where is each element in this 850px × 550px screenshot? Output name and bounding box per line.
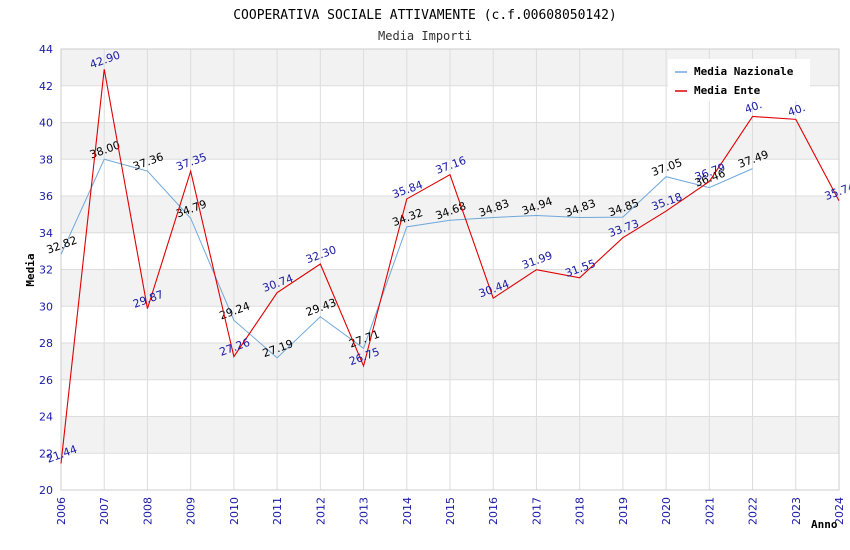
plot-area [60, 48, 840, 491]
y-tick-label: 40 [39, 117, 53, 130]
series-line-media-nazionale [60, 158, 753, 359]
data-label-media-ente: 32.30 [304, 243, 338, 266]
x-tick-label: 2010 [228, 497, 241, 525]
chart-subtitle: Media Importi [378, 29, 472, 43]
x-tick-label: 2008 [141, 497, 154, 525]
series-group: 32.8238.0037.3634.7929.2427.1929.4327.71… [45, 48, 850, 465]
x-tick-label: 2016 [487, 497, 500, 525]
y-tick-label: 26 [39, 374, 53, 387]
x-tick-label: 2011 [271, 497, 284, 525]
x-tick-label: 2024 [833, 497, 846, 525]
chart-title: COOPERATIVA SOCIALE ATTIVAMENTE (c.f.006… [233, 8, 617, 23]
x-tick-label: 2020 [660, 497, 673, 525]
y-tick-label: 20 [39, 484, 53, 497]
y-tick-label: 36 [39, 190, 53, 203]
data-label-media-ente: 40. [786, 101, 807, 119]
y-tick-label: 28 [39, 337, 53, 350]
x-tick-label: 2017 [530, 497, 543, 525]
series-line-media-ente [60, 69, 840, 464]
x-tick-label: 2013 [358, 497, 371, 525]
y-tick-label: 24 [39, 411, 53, 424]
x-tick-label: 2007 [98, 497, 111, 525]
y-tick-label: 22 [39, 447, 53, 460]
data-label-media-ente: 31.99 [520, 249, 554, 272]
x-tick-label: 2022 [747, 497, 760, 525]
x-tick-label: 2021 [703, 497, 716, 525]
y-axis-ticks: 20 22 24 26 28 30 32 34 36 38 40 42 44 [39, 43, 53, 497]
y-tick-label: 32 [39, 264, 53, 277]
data-label-media-ente: 35.74 [823, 180, 850, 203]
legend-label-media-nazionale: Media Nazionale [694, 65, 794, 78]
x-tick-label: 2012 [314, 497, 327, 525]
x-tick-label: 2023 [790, 497, 803, 525]
x-tick-label: 2014 [401, 497, 414, 525]
y-tick-label: 30 [39, 300, 53, 313]
y-tick-label: 34 [39, 227, 53, 240]
legend: Media Nazionale Media Ente [668, 59, 810, 101]
y-tick-label: 38 [39, 153, 53, 166]
x-tick-label: 2006 [55, 497, 68, 525]
y-tick-label: 44 [39, 43, 53, 56]
legend-box [668, 59, 810, 101]
x-tick-label: 2019 [617, 497, 630, 525]
data-label-media-ente: 40. [743, 98, 764, 116]
y-tick-label: 42 [39, 80, 53, 93]
legend-label-media-ente: Media Ente [694, 84, 761, 97]
x-tick-label: 2018 [574, 497, 587, 525]
y-axis-title: Media [24, 253, 37, 286]
x-axis-title: Anno [811, 518, 838, 531]
x-tick-label: 2009 [185, 497, 198, 525]
x-tick-label: 2015 [444, 497, 457, 525]
x-axis-ticks: 2006 2007 2008 2009 2010 2011 2012 2013 2014 2015… [55, 497, 846, 525]
